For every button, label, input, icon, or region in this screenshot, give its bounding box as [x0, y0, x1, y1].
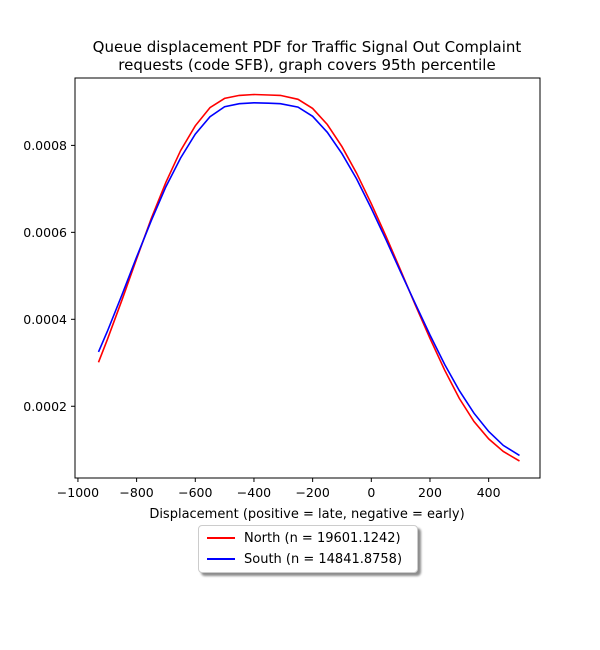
chart-title-line-2: requests (code SFB), graph covers 95th p…: [118, 56, 495, 74]
legend-swatch-south: [207, 558, 235, 560]
plot-frame: [74, 77, 541, 479]
x-tick-label: −600: [178, 485, 212, 500]
chart-title-line-1: Queue displacement PDF for Traffic Signa…: [93, 38, 522, 56]
x-tick-label: −800: [119, 485, 153, 500]
legend-label-north: North (n = 19601.1242): [244, 530, 401, 546]
legend-item-south: South (n = 14841.8758): [207, 550, 402, 568]
y-tick-label: 0.0002: [23, 399, 67, 414]
legend-item-north: North (n = 19601.1242): [207, 529, 401, 547]
y-tick-label: 0.0004: [23, 312, 67, 327]
y-tick-label: 0.0006: [23, 225, 67, 240]
x-tick-label: −400: [237, 485, 271, 500]
x-tick-label: −1000: [57, 485, 99, 500]
x-tick-label: 400: [477, 485, 501, 500]
legend-swatch-north: [207, 537, 235, 539]
y-tick-label: 0.0008: [23, 138, 67, 153]
x-tick-label: 200: [418, 485, 442, 500]
legend-label-south: South (n = 14841.8758): [244, 551, 403, 567]
series-line-1: [97, 101, 520, 457]
series-line-0: [97, 93, 520, 462]
x-axis-label: Displacement (positive = late, negative …: [149, 507, 464, 522]
x-tick-label: 0: [367, 485, 375, 500]
x-tick-label: −200: [295, 485, 329, 500]
legend: North (n = 19601.1242) South (n = 14841.…: [198, 525, 418, 573]
plot-area: −1000 −800 −600 −400 −200 0 200 400 0.0002 0.0004…: [23, 77, 541, 500]
